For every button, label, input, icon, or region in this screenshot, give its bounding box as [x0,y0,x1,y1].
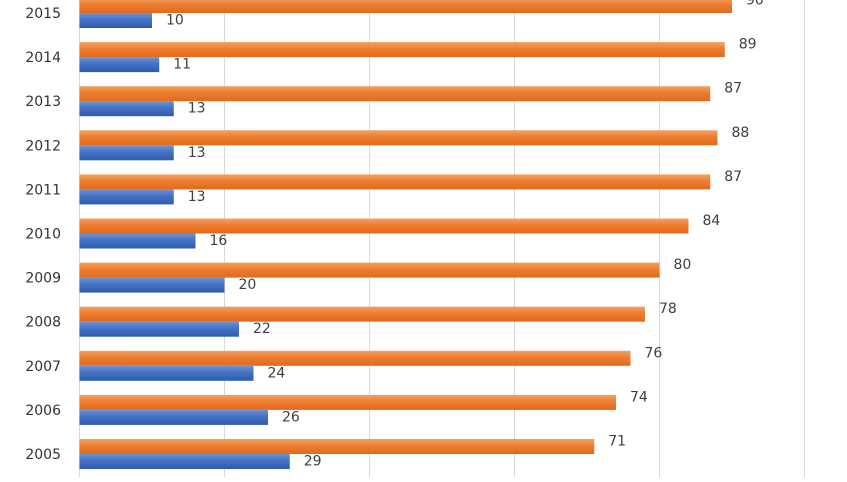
bar-orange-2013 [79,86,711,102]
data-label-blue-2014: 11 [173,57,191,73]
data-label-blue-2008: 22 [253,321,271,337]
bar-blue-2012 [79,145,174,161]
category-label-2008: 2008 [25,315,61,331]
bar-orange-2014 [79,42,725,58]
data-label-orange-2007: 76 [645,345,663,361]
bar-blue-2011 [79,189,174,205]
bar-blue-2015 [79,13,152,28]
data-label-orange-2013: 87 [724,81,742,97]
data-label-blue-2013: 13 [188,101,206,117]
bar-blue-2005 [79,454,290,469]
data-label-blue-2009: 20 [239,277,257,293]
data-label-orange-2010: 84 [703,213,721,229]
bar-blue-2007 [79,365,254,381]
category-label-2005: 2005 [25,447,61,463]
category-label-2015: 2015 [25,6,61,22]
bar-orange-2015 [79,0,732,13]
data-label-orange-2014: 89 [739,37,757,53]
category-label-2009: 2009 [25,271,61,287]
category-label-2007: 2007 [25,359,61,375]
bar-orange-2009 [79,262,660,278]
data-label-blue-2011: 13 [188,189,206,205]
bar-orange-2011 [79,174,711,190]
category-label-2011: 2011 [25,182,61,198]
data-label-blue-2006: 26 [282,409,300,425]
data-label-orange-2008: 78 [659,301,677,317]
bar-blue-2006 [79,409,268,425]
data-label-blue-2012: 13 [188,145,206,161]
data-label-orange-2005: 71 [608,434,626,450]
data-label-orange-2012: 88 [732,125,750,141]
data-label-blue-2010: 16 [210,233,228,249]
category-label-2012: 2012 [25,138,61,154]
data-label-blue-2007: 24 [268,365,286,381]
data-label-orange-2015: 90 [746,0,764,9]
data-label-orange-2011: 87 [724,169,742,185]
bar-blue-2009 [79,277,225,293]
bar-orange-2010 [79,218,689,234]
labels: 2015 90 10 2014 89 11 2013 87 13 2012 88 13 2011 87 13… [25,0,763,470]
data-label-orange-2009: 80 [674,257,692,273]
bar-blue-2013 [79,101,174,117]
category-label-2013: 2013 [25,94,61,110]
data-label-orange-2006: 74 [630,389,648,405]
bar-blue-2008 [79,321,239,337]
category-label-2010: 2010 [25,227,61,243]
bar-orange-2005 [79,439,595,454]
bar-blue-2010 [79,233,196,249]
bar-orange-2008 [79,306,645,322]
category-label-2014: 2014 [25,50,61,66]
data-label-blue-2015: 10 [166,13,184,29]
data-label-blue-2005: 29 [304,454,322,470]
bars [79,0,732,469]
bar-orange-2007 [79,350,631,366]
bar-blue-2014 [79,57,160,73]
bar-orange-2006 [79,394,616,410]
category-label-2006: 2006 [25,403,61,419]
bar-orange-2012 [79,130,718,146]
